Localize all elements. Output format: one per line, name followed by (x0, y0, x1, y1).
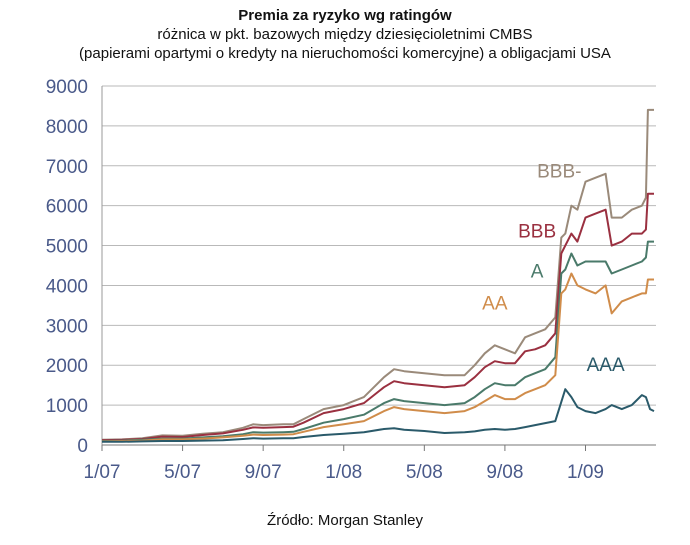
y-tick-label: 9000 (46, 77, 88, 98)
series-label-aaa: AAA (587, 355, 625, 376)
y-tick-label: 3000 (46, 316, 88, 337)
series-line-bbb (101, 108, 654, 441)
y-tick-label: 5000 (46, 237, 88, 258)
chart-subtitle-line1: różnica w pkt. bazowych między dziesięci… (157, 26, 533, 43)
y-tick-label: 7000 (46, 157, 88, 178)
x-tick-label: 9/08 (486, 462, 523, 483)
y-tick-label: 6000 (46, 197, 88, 218)
x-tick-label: 9/07 (245, 462, 282, 483)
chart-titles: Premia za ryzyko wg ratingów różnica w p… (0, 6, 690, 63)
series-line-aa (101, 272, 654, 443)
y-tick-label: 2000 (46, 356, 88, 377)
x-tick-label: 1/07 (84, 462, 121, 483)
series-label-a: A (531, 261, 544, 282)
x-tick-label: 1/09 (567, 462, 604, 483)
y-tick-label: 8000 (46, 117, 88, 138)
y-tick-label: 0 (77, 436, 88, 457)
chart-title: Premia za ryzyko wg ratingów (238, 7, 452, 24)
y-tick-label: 4000 (46, 276, 88, 297)
y-tick-label: 1000 (46, 396, 88, 417)
series-line-bbb (101, 192, 654, 442)
series-label-bbb: BBB (518, 222, 556, 243)
series-line-a (101, 240, 654, 442)
series-label-aa: AA (482, 293, 508, 314)
series-line-aaa (102, 388, 655, 443)
x-tick-label: 5/08 (406, 462, 443, 483)
source-note: Źródło: Morgan Stanley (267, 512, 423, 529)
series-label-bbb: BBB- (537, 162, 581, 183)
chart-subtitle-line2: (papierami opartymi o kredyty na nieruch… (79, 45, 611, 62)
x-tick-label: 5/07 (164, 462, 201, 483)
x-tick-label: 1/08 (325, 462, 362, 483)
